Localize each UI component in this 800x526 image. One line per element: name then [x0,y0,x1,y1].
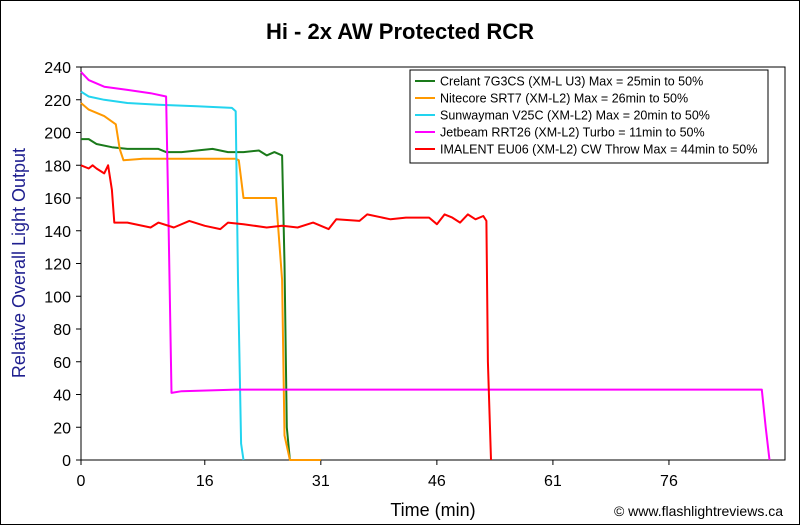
y-tick-label: 20 [53,420,71,437]
y-tick-label: 180 [44,158,71,175]
legend-box [409,69,769,164]
y-tick-label: 120 [44,257,71,274]
y-tick-label: 140 [44,224,71,241]
y-tick-label: 0 [62,453,71,470]
y-axis-label: Relative Overall Light Output [9,148,29,378]
y-tick-label: 200 [44,126,71,143]
x-tick-label: 16 [196,473,214,490]
x-tick-label: 31 [312,473,330,490]
x-tick-label: 0 [77,473,86,490]
series-line-2 [80,102,321,461]
series-line-4 [80,71,771,461]
y-tick-label: 40 [53,388,71,405]
chart-title: Hi - 2x AW Protected RCR [266,19,534,44]
legend-entry: Sunwayman V25C (XM-L2) Max = 20min to 50… [440,109,710,123]
x-tick-label: 46 [428,473,446,490]
y-tick-label: 100 [44,289,71,306]
x-axis: 0 16 31 46 61 76 [77,460,678,490]
series-line-3 [80,90,245,461]
y-tick-label: 60 [53,355,71,372]
legend-entry: Jetbeam RRT26 (XM-L2) Turbo = 11min to 5… [440,126,705,140]
y-tick-label: 240 [44,60,71,77]
x-tick-label: 61 [544,473,562,490]
series-line-1 [81,138,291,461]
legend-entry: IMALENT EU06 (XM-L2) CW Throw Max = 44mi… [440,143,757,157]
y-tick-label: 160 [44,191,71,208]
series-lines [80,71,771,461]
series-line-5 [80,164,492,461]
legend-entry: Crelant 7G3CS (XM-L U3) Max = 25min to 5… [440,75,703,89]
y-axis: 0 20 40 60 80 100 120 140 160 180 200 220 240 [44,60,81,470]
y-tick-label: 80 [53,322,71,339]
legend-entry: Nitecore SRT7 (XM-L2) Max = 26min to 50% [440,92,688,106]
x-tick-label: 76 [660,473,678,490]
y-tick-label: 220 [44,93,71,110]
copyright-text: © www.flashlightreviews.ca [614,503,783,519]
x-axis-label: Time (min) [390,500,475,520]
legend: Crelant 7G3CS (XM-L U3) Max = 25min to 5… [409,69,769,164]
